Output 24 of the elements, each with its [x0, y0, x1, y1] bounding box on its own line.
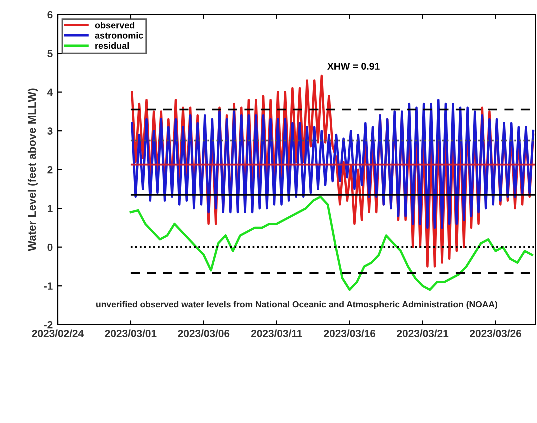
legend-label: residual — [96, 42, 129, 50]
x-tick-label: 2023/03/16 — [324, 330, 376, 338]
legend-label: astronomic — [95, 32, 144, 39]
y-tick-label: 3 — [48, 128, 53, 135]
y-tick-label: -2 — [44, 321, 53, 329]
x-tick-label: 2023/03/01 — [105, 330, 157, 338]
y-axis-title: Water Level (feet above MLLW) — [28, 88, 38, 252]
y-tick-label: 2 — [48, 166, 53, 174]
x-tick-label: 2023/02/24 — [32, 330, 84, 338]
y-tick-label: -1 — [44, 282, 53, 290]
x-tick-label: 2023/03/06 — [178, 330, 230, 338]
y-tick-label: 1 — [48, 205, 53, 212]
y-tick-label: 5 — [48, 50, 53, 58]
x-tick-label: 2023/03/21 — [397, 330, 449, 338]
line-series — [130, 196, 534, 292]
y-tick-label: 4 — [48, 88, 54, 96]
line-series — [131, 98, 535, 230]
x-tick-label: 2023/03/11 — [251, 330, 302, 338]
y-tick-label: 6 — [48, 11, 53, 19]
annotation: unverified observed water levels from National Oceanic and Atmospheric Administration (NOAA) — [96, 301, 498, 310]
y-tick-label: 0 — [48, 244, 53, 252]
annotation: XHW = 0.91 — [328, 63, 380, 70]
x-tick-label: 2023/03/26 — [470, 330, 522, 338]
legend-label: observed — [95, 22, 135, 29]
